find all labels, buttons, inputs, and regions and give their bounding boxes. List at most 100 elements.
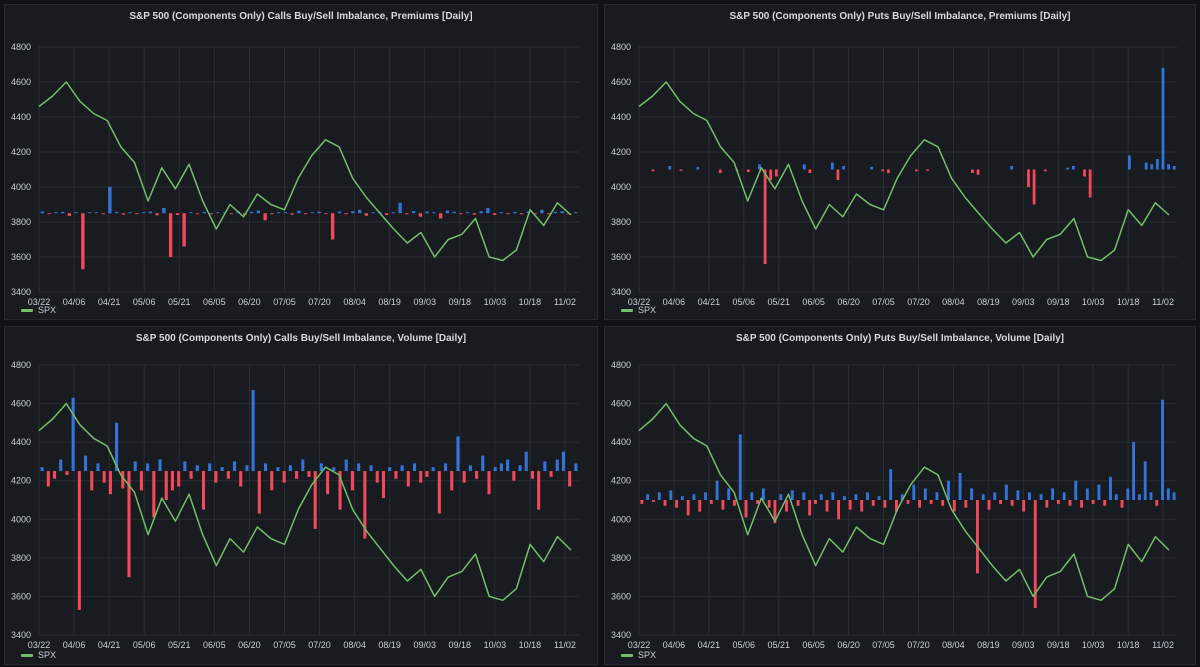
legend[interactable]: SPX	[21, 650, 56, 660]
imbalance-bar	[964, 500, 968, 508]
imbalance-bar	[976, 169, 980, 175]
x-tick-label: 10/18	[1117, 297, 1140, 307]
imbalance-bar	[170, 471, 174, 491]
imbalance-bar	[721, 500, 725, 510]
imbalance-bar	[465, 212, 470, 214]
imbalance-bar	[310, 212, 315, 214]
imbalance-bar	[568, 471, 572, 487]
imbalance-bar	[405, 213, 409, 215]
legend[interactable]: SPX	[621, 305, 656, 315]
imbalance-bar	[371, 212, 375, 214]
x-tick-label: 07/05	[273, 297, 296, 307]
imbalance-bar	[220, 467, 224, 472]
imbalance-bar	[270, 213, 274, 215]
imbalance-bar	[158, 459, 162, 472]
imbalance-bar	[65, 471, 69, 475]
y-tick-label: 3800	[611, 217, 631, 227]
imbalance-bar	[506, 213, 510, 215]
imbalance-bar	[537, 471, 541, 510]
imbalance-bar	[692, 494, 696, 500]
imbalance-bar	[431, 467, 435, 472]
panel-calls-volume[interactable]: S&P 500 (Components Only) Calls Buy/Sell…	[4, 326, 598, 665]
x-tick-label: 08/04	[343, 640, 366, 650]
panel-puts-volume[interactable]: S&P 500 (Components Only) Puts Buy/Sell …	[604, 326, 1196, 665]
imbalance-bar	[758, 164, 761, 170]
x-tick-label: 10/03	[1082, 297, 1105, 307]
imbalance-bar	[715, 480, 719, 500]
imbalance-bar	[406, 471, 410, 487]
imbalance-bar	[561, 451, 566, 472]
x-tick-label: 04/06	[63, 297, 86, 307]
imbalance-bar	[1132, 442, 1136, 500]
imbalance-bar	[375, 471, 379, 483]
imbalance-bar	[492, 213, 497, 215]
imbalance-bar	[1155, 159, 1159, 170]
imbalance-bar	[886, 169, 890, 173]
imbalance-bar	[813, 500, 817, 504]
imbalance-bar	[264, 463, 268, 472]
imbalance-bar	[971, 169, 974, 173]
imbalance-bar	[860, 500, 864, 512]
imbalance-bar	[926, 169, 930, 171]
imbalance-bar	[214, 471, 218, 483]
x-tick-label: 07/20	[308, 297, 331, 307]
x-tick-label: 05/06	[133, 297, 156, 307]
y-tick-label: 4600	[11, 399, 31, 409]
imbalance-bar	[456, 436, 460, 472]
x-tick-label: 10/03	[484, 297, 507, 307]
imbalance-bar	[837, 500, 841, 520]
imbalance-bar	[1010, 166, 1014, 170]
legend[interactable]: SPX	[21, 305, 56, 315]
imbalance-bar	[718, 169, 722, 173]
imbalance-bar	[560, 211, 564, 214]
imbalance-bar	[1027, 169, 1030, 187]
imbalance-bar	[418, 213, 423, 217]
imbalance-bar	[1172, 166, 1176, 170]
x-tick-label: 11/02	[554, 640, 576, 650]
imbalance-bar	[1043, 169, 1047, 172]
imbalance-bar	[675, 500, 679, 508]
x-tick-label: 05/21	[767, 640, 790, 650]
imbalance-bar	[459, 213, 463, 215]
imbalance-bar	[970, 488, 974, 500]
legend[interactable]: SPX	[621, 650, 656, 660]
x-tick-label: 05/06	[733, 640, 756, 650]
panel-title: S&P 500 (Components Only) Calls Buy/Sell…	[135, 333, 467, 344]
imbalance-bar	[164, 471, 168, 500]
panel-puts-premiums[interactable]: S&P 500 (Components Only) Puts Buy/Sell …	[604, 4, 1196, 320]
imbalance-bar	[338, 471, 342, 510]
y-tick-label: 4600	[611, 77, 631, 87]
x-tick-label: 05/21	[168, 297, 191, 307]
x-tick-label: 06/05	[802, 297, 825, 307]
imbalance-bar	[47, 213, 51, 215]
imbalance-bar	[425, 211, 429, 214]
imbalance-bar	[802, 164, 806, 170]
imbalance-bar	[819, 494, 823, 500]
imbalance-bar	[101, 213, 105, 215]
imbalance-bar	[877, 496, 881, 500]
x-tick-label: 07/05	[273, 640, 296, 650]
imbalance-bar	[866, 492, 869, 500]
imbalance-bar	[239, 471, 243, 487]
panel-calls-premiums[interactable]: S&P 500 (Components Only) Calls Buy/Sell…	[4, 4, 598, 320]
imbalance-bar	[398, 202, 402, 214]
y-tick-label: 3800	[11, 553, 31, 563]
imbalance-bar	[168, 213, 173, 257]
imbalance-bar	[842, 496, 846, 500]
x-tick-label: 04/06	[663, 297, 686, 307]
imbalance-bar	[923, 488, 927, 500]
imbalance-bar	[450, 471, 454, 491]
x-tick-label: 06/20	[238, 640, 261, 650]
imbalance-bar	[84, 455, 88, 472]
imbalance-bar	[836, 169, 840, 180]
imbalance-bar	[444, 463, 448, 472]
imbalance-bar	[1091, 500, 1095, 504]
imbalance-bar	[189, 471, 193, 479]
imbalance-bar	[830, 162, 834, 170]
imbalance-bar	[108, 187, 112, 214]
imbalance-bar	[59, 459, 63, 472]
imbalance-bar	[437, 471, 441, 514]
imbalance-bar	[175, 213, 180, 215]
imbalance-bar	[152, 471, 156, 518]
imbalance-bar	[115, 422, 119, 472]
